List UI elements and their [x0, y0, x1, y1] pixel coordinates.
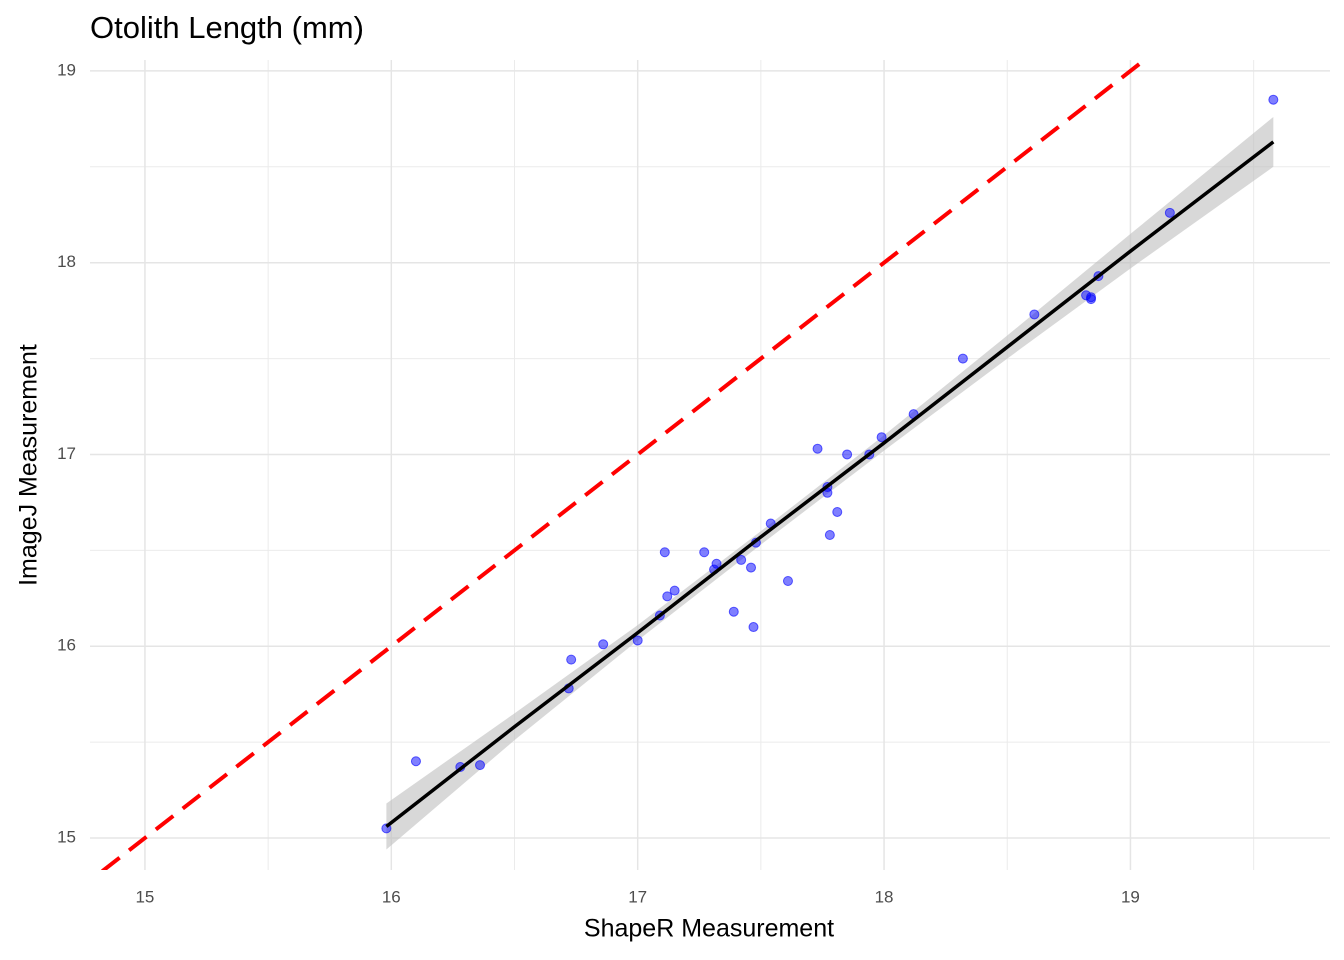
data-point — [699, 547, 710, 558]
data-point — [782, 576, 793, 587]
grid — [90, 60, 1330, 870]
data-point — [1086, 294, 1097, 305]
data-point — [1029, 309, 1040, 320]
data-point — [566, 654, 577, 665]
y-tick-label: 15 — [57, 827, 76, 846]
fit-line — [385, 140, 1275, 828]
y-axis-label: ImageJ Measurement — [15, 344, 43, 586]
data-point — [410, 756, 421, 767]
data-point — [842, 449, 853, 460]
data-point — [728, 606, 739, 617]
x-tick-label: 17 — [628, 887, 647, 906]
data-point — [876, 432, 887, 443]
data-point — [832, 506, 843, 517]
data-point — [824, 529, 835, 540]
data-point — [746, 562, 757, 573]
data-point — [1268, 94, 1279, 105]
data-point — [669, 585, 680, 596]
data-point — [632, 635, 643, 646]
data-point — [662, 591, 673, 602]
data-point — [711, 558, 722, 569]
data-point — [1164, 207, 1175, 218]
chart-title: Otolith Length (mm) — [90, 10, 364, 45]
x-tick-label: 15 — [135, 887, 154, 906]
x-tick-label: 18 — [875, 887, 894, 906]
y-tick-label: 18 — [57, 252, 76, 271]
x-tick-label: 19 — [1121, 887, 1140, 906]
x-tick-label: 16 — [382, 887, 401, 906]
x-axis-label: ShapeR Measurement — [584, 915, 834, 943]
reference-line — [100, 60, 1148, 870]
data-point — [659, 547, 670, 558]
data-point — [957, 353, 968, 364]
data-point — [748, 622, 759, 633]
plot-area — [100, 60, 1279, 870]
data-point — [475, 760, 486, 771]
data-point — [812, 443, 823, 454]
y-tick-label: 17 — [57, 444, 76, 463]
y-tick-label: 16 — [57, 636, 76, 655]
y-tick-label: 19 — [57, 60, 76, 79]
data-point — [736, 554, 747, 565]
tick-labels: 15 16 17 18 19 15 16 17 18 19 — [57, 60, 1140, 906]
data-point — [598, 639, 609, 650]
